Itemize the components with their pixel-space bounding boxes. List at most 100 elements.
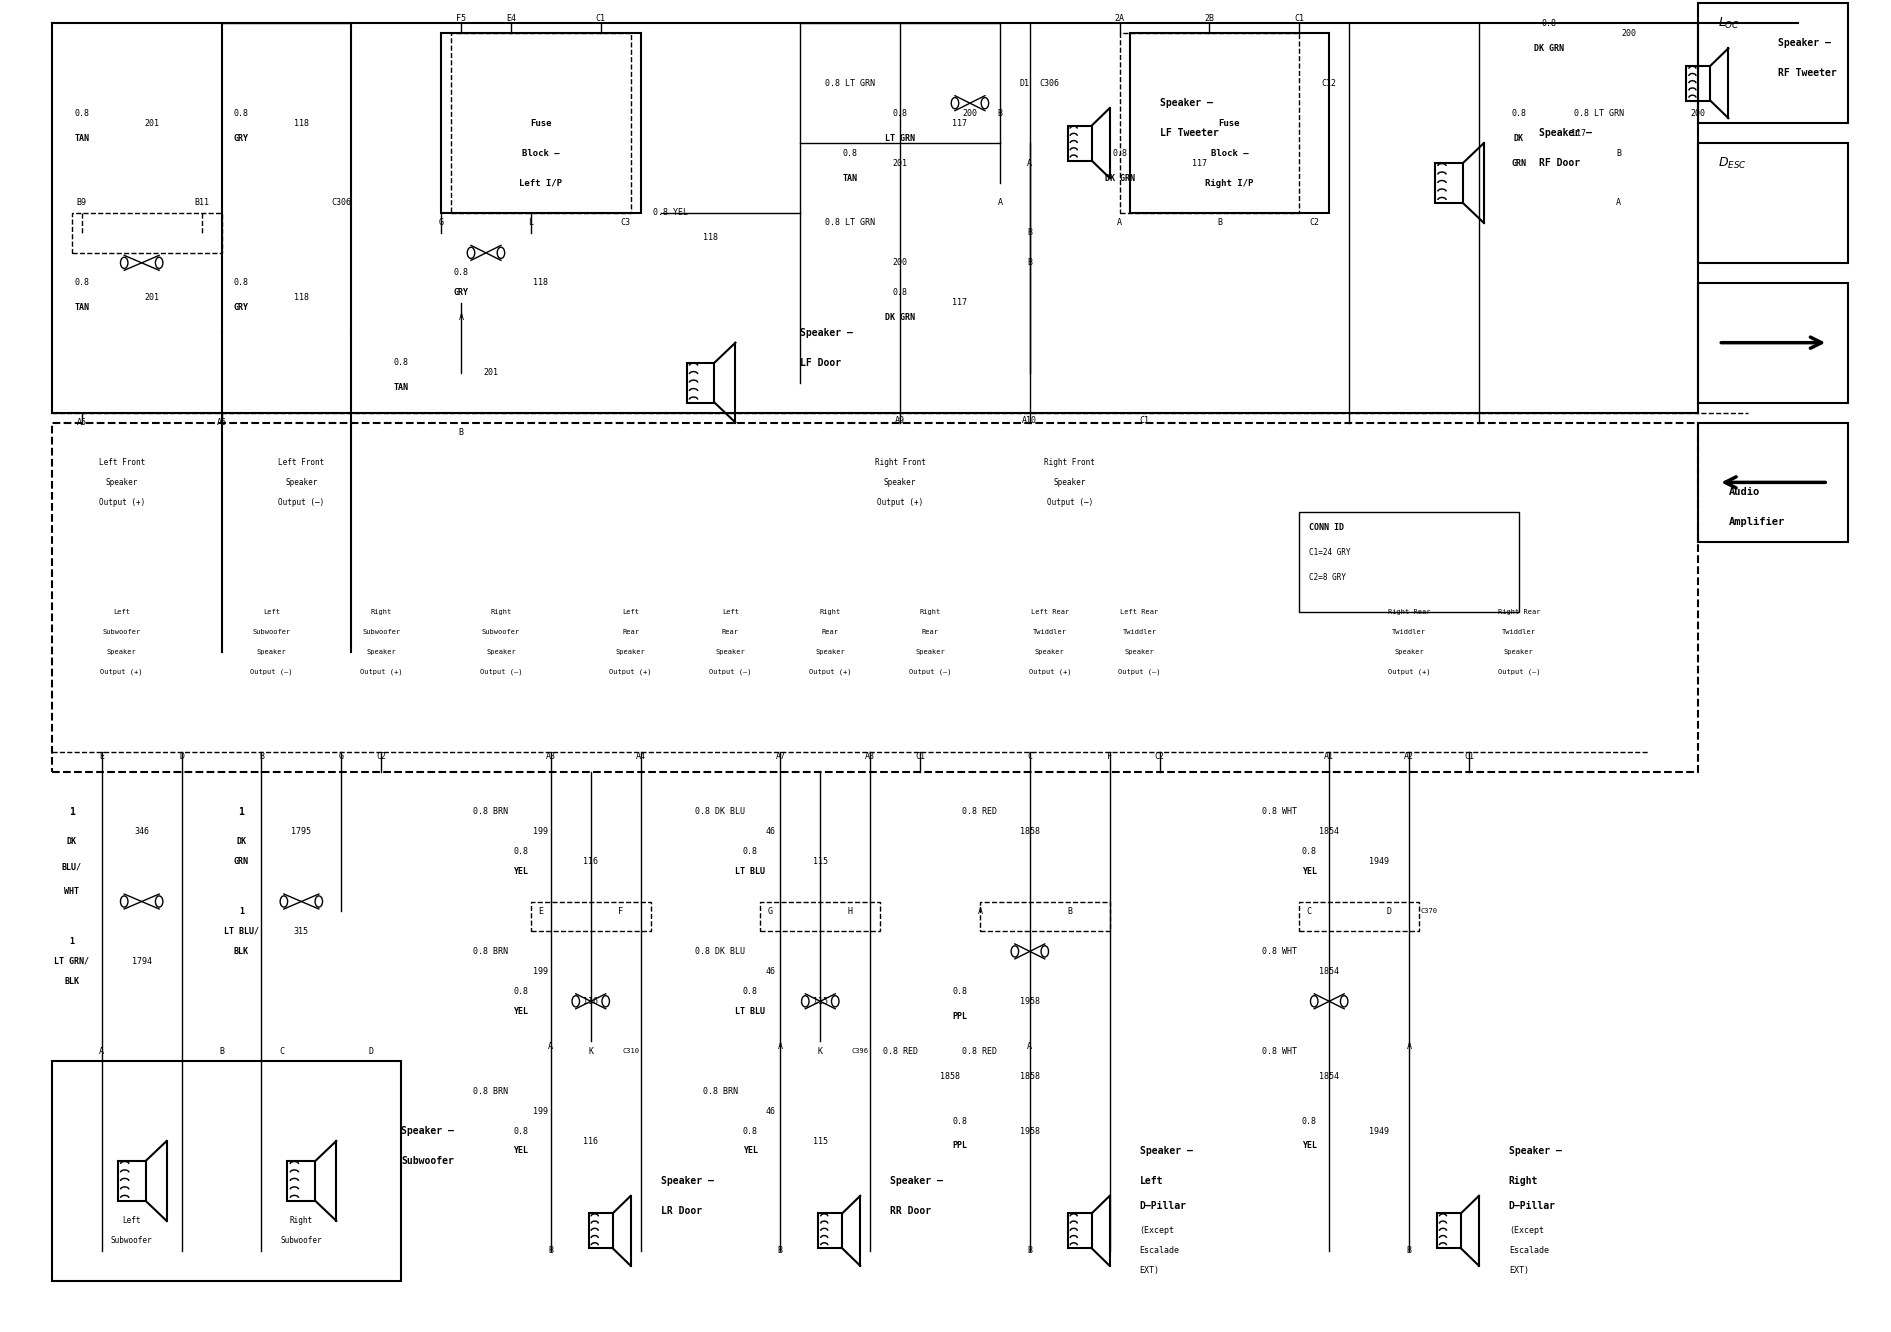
Bar — [287, 1162, 316, 1201]
Text: 0.8: 0.8 — [74, 278, 89, 288]
Text: B: B — [1067, 907, 1072, 916]
Text: Speaker: Speaker — [815, 649, 845, 655]
Text: 0.8: 0.8 — [743, 1127, 758, 1135]
Text: Rear: Rear — [921, 629, 938, 635]
Bar — [1129, 33, 1329, 213]
Text: 201: 201 — [893, 159, 908, 168]
Text: 0.8: 0.8 — [393, 358, 408, 368]
Text: (Except: (Except — [1509, 1227, 1543, 1235]
Text: 117: 117 — [953, 298, 968, 308]
Text: Speaker: Speaker — [1053, 478, 1085, 488]
Text: LT BLU: LT BLU — [736, 1007, 766, 1016]
Text: Speaker –: Speaker – — [800, 328, 853, 338]
Text: 1858: 1858 — [1019, 1072, 1040, 1080]
Text: Right I/P: Right I/P — [1205, 178, 1254, 188]
Text: Speaker –: Speaker – — [1140, 1146, 1193, 1156]
Text: 346: 346 — [134, 827, 149, 836]
Bar — [1299, 513, 1518, 613]
Text: YEL: YEL — [1301, 867, 1316, 876]
Text: 201: 201 — [144, 119, 159, 128]
Text: 1958: 1958 — [1019, 1127, 1040, 1135]
Bar — [1687, 65, 1709, 101]
Text: 116: 116 — [582, 1136, 598, 1146]
Text: CONN ID: CONN ID — [1309, 522, 1345, 531]
Bar — [760, 902, 879, 931]
Text: B9: B9 — [78, 198, 87, 208]
Text: C306: C306 — [1040, 79, 1059, 88]
Bar — [1068, 1213, 1091, 1248]
Text: D1: D1 — [1019, 79, 1031, 88]
Text: WHT: WHT — [64, 887, 79, 896]
Text: LT BLU: LT BLU — [736, 867, 766, 876]
Text: D: D — [180, 753, 183, 762]
Text: LT GRN: LT GRN — [885, 133, 915, 143]
Text: Output (+): Output (+) — [809, 669, 851, 675]
Text: $L_{OC}$: $L_{OC}$ — [1719, 16, 1740, 31]
Text: Speaker –: Speaker – — [891, 1176, 944, 1185]
Text: PPL: PPL — [953, 1142, 968, 1151]
Text: C2: C2 — [1155, 753, 1165, 762]
Text: 0.8: 0.8 — [953, 987, 968, 996]
Text: LF Door: LF Door — [800, 357, 841, 368]
Text: Amplifier: Amplifier — [1728, 517, 1785, 527]
Text: K: K — [817, 1047, 823, 1056]
Text: Twiddler: Twiddler — [1032, 629, 1067, 635]
Bar — [686, 362, 715, 402]
Text: 1795: 1795 — [291, 827, 312, 836]
Text: 0.8: 0.8 — [1301, 847, 1316, 856]
Text: 0.8: 0.8 — [743, 987, 758, 996]
Text: Block –: Block – — [522, 149, 560, 157]
Text: DK GRN: DK GRN — [1104, 173, 1135, 182]
Text: GRY: GRY — [454, 288, 469, 297]
Text: B: B — [219, 1047, 223, 1056]
Bar — [1119, 33, 1299, 213]
Text: 0.8 WHT: 0.8 WHT — [1261, 807, 1297, 817]
Text: (Except: (Except — [1140, 1227, 1174, 1235]
Text: Rear: Rear — [823, 629, 840, 635]
Text: 46: 46 — [766, 967, 775, 976]
Text: A2: A2 — [1403, 753, 1414, 762]
Text: A: A — [1118, 218, 1121, 228]
Text: EXT): EXT) — [1140, 1267, 1159, 1275]
Text: Subwoofer: Subwoofer — [102, 629, 140, 635]
Text: TAN: TAN — [74, 133, 89, 143]
Text: Output (+): Output (+) — [1388, 669, 1430, 675]
Text: $D_{ESC}$: $D_{ESC}$ — [1719, 156, 1747, 170]
Text: Right Front: Right Front — [876, 458, 925, 468]
Text: 117: 117 — [953, 119, 968, 128]
Text: 0.8 BRN: 0.8 BRN — [473, 807, 509, 817]
Text: YEL: YEL — [512, 1147, 528, 1155]
Text: 116: 116 — [582, 856, 598, 866]
Text: Speaker: Speaker — [1394, 649, 1424, 655]
Text: Speaker: Speaker — [915, 649, 946, 655]
Text: 2B: 2B — [1205, 13, 1214, 23]
Text: C370: C370 — [1420, 908, 1437, 915]
Bar — [1435, 163, 1464, 202]
Text: 46: 46 — [766, 1107, 775, 1116]
Text: Audio: Audio — [1728, 488, 1761, 497]
Text: C2=8 GRY: C2=8 GRY — [1309, 573, 1346, 582]
Text: Output (–): Output (–) — [1046, 498, 1093, 507]
Text: C: C — [1307, 907, 1312, 916]
Text: C1=24 GRY: C1=24 GRY — [1309, 547, 1350, 557]
Text: 0.8: 0.8 — [843, 149, 859, 157]
Text: Output (+): Output (+) — [1029, 669, 1070, 675]
Text: C1: C1 — [915, 753, 925, 762]
Text: 200: 200 — [963, 109, 978, 117]
Text: A: A — [548, 1042, 554, 1051]
Text: 201: 201 — [144, 293, 159, 302]
Text: C: C — [1027, 753, 1032, 762]
Text: GRN: GRN — [234, 856, 250, 866]
Text: F: F — [1106, 753, 1112, 762]
Text: A: A — [777, 1042, 783, 1051]
Text: A10: A10 — [1023, 416, 1038, 425]
Text: Speaker: Speaker — [367, 649, 395, 655]
Text: Left: Left — [722, 609, 739, 615]
Text: 0.8 BRN: 0.8 BRN — [703, 1087, 737, 1096]
Text: Right: Right — [819, 609, 841, 615]
Text: Right: Right — [289, 1216, 312, 1225]
Text: 0.8 LT GRN: 0.8 LT GRN — [824, 218, 876, 228]
Text: 1: 1 — [70, 936, 74, 946]
Text: Speaker: Speaker — [616, 649, 645, 655]
Text: 200: 200 — [1621, 29, 1636, 37]
